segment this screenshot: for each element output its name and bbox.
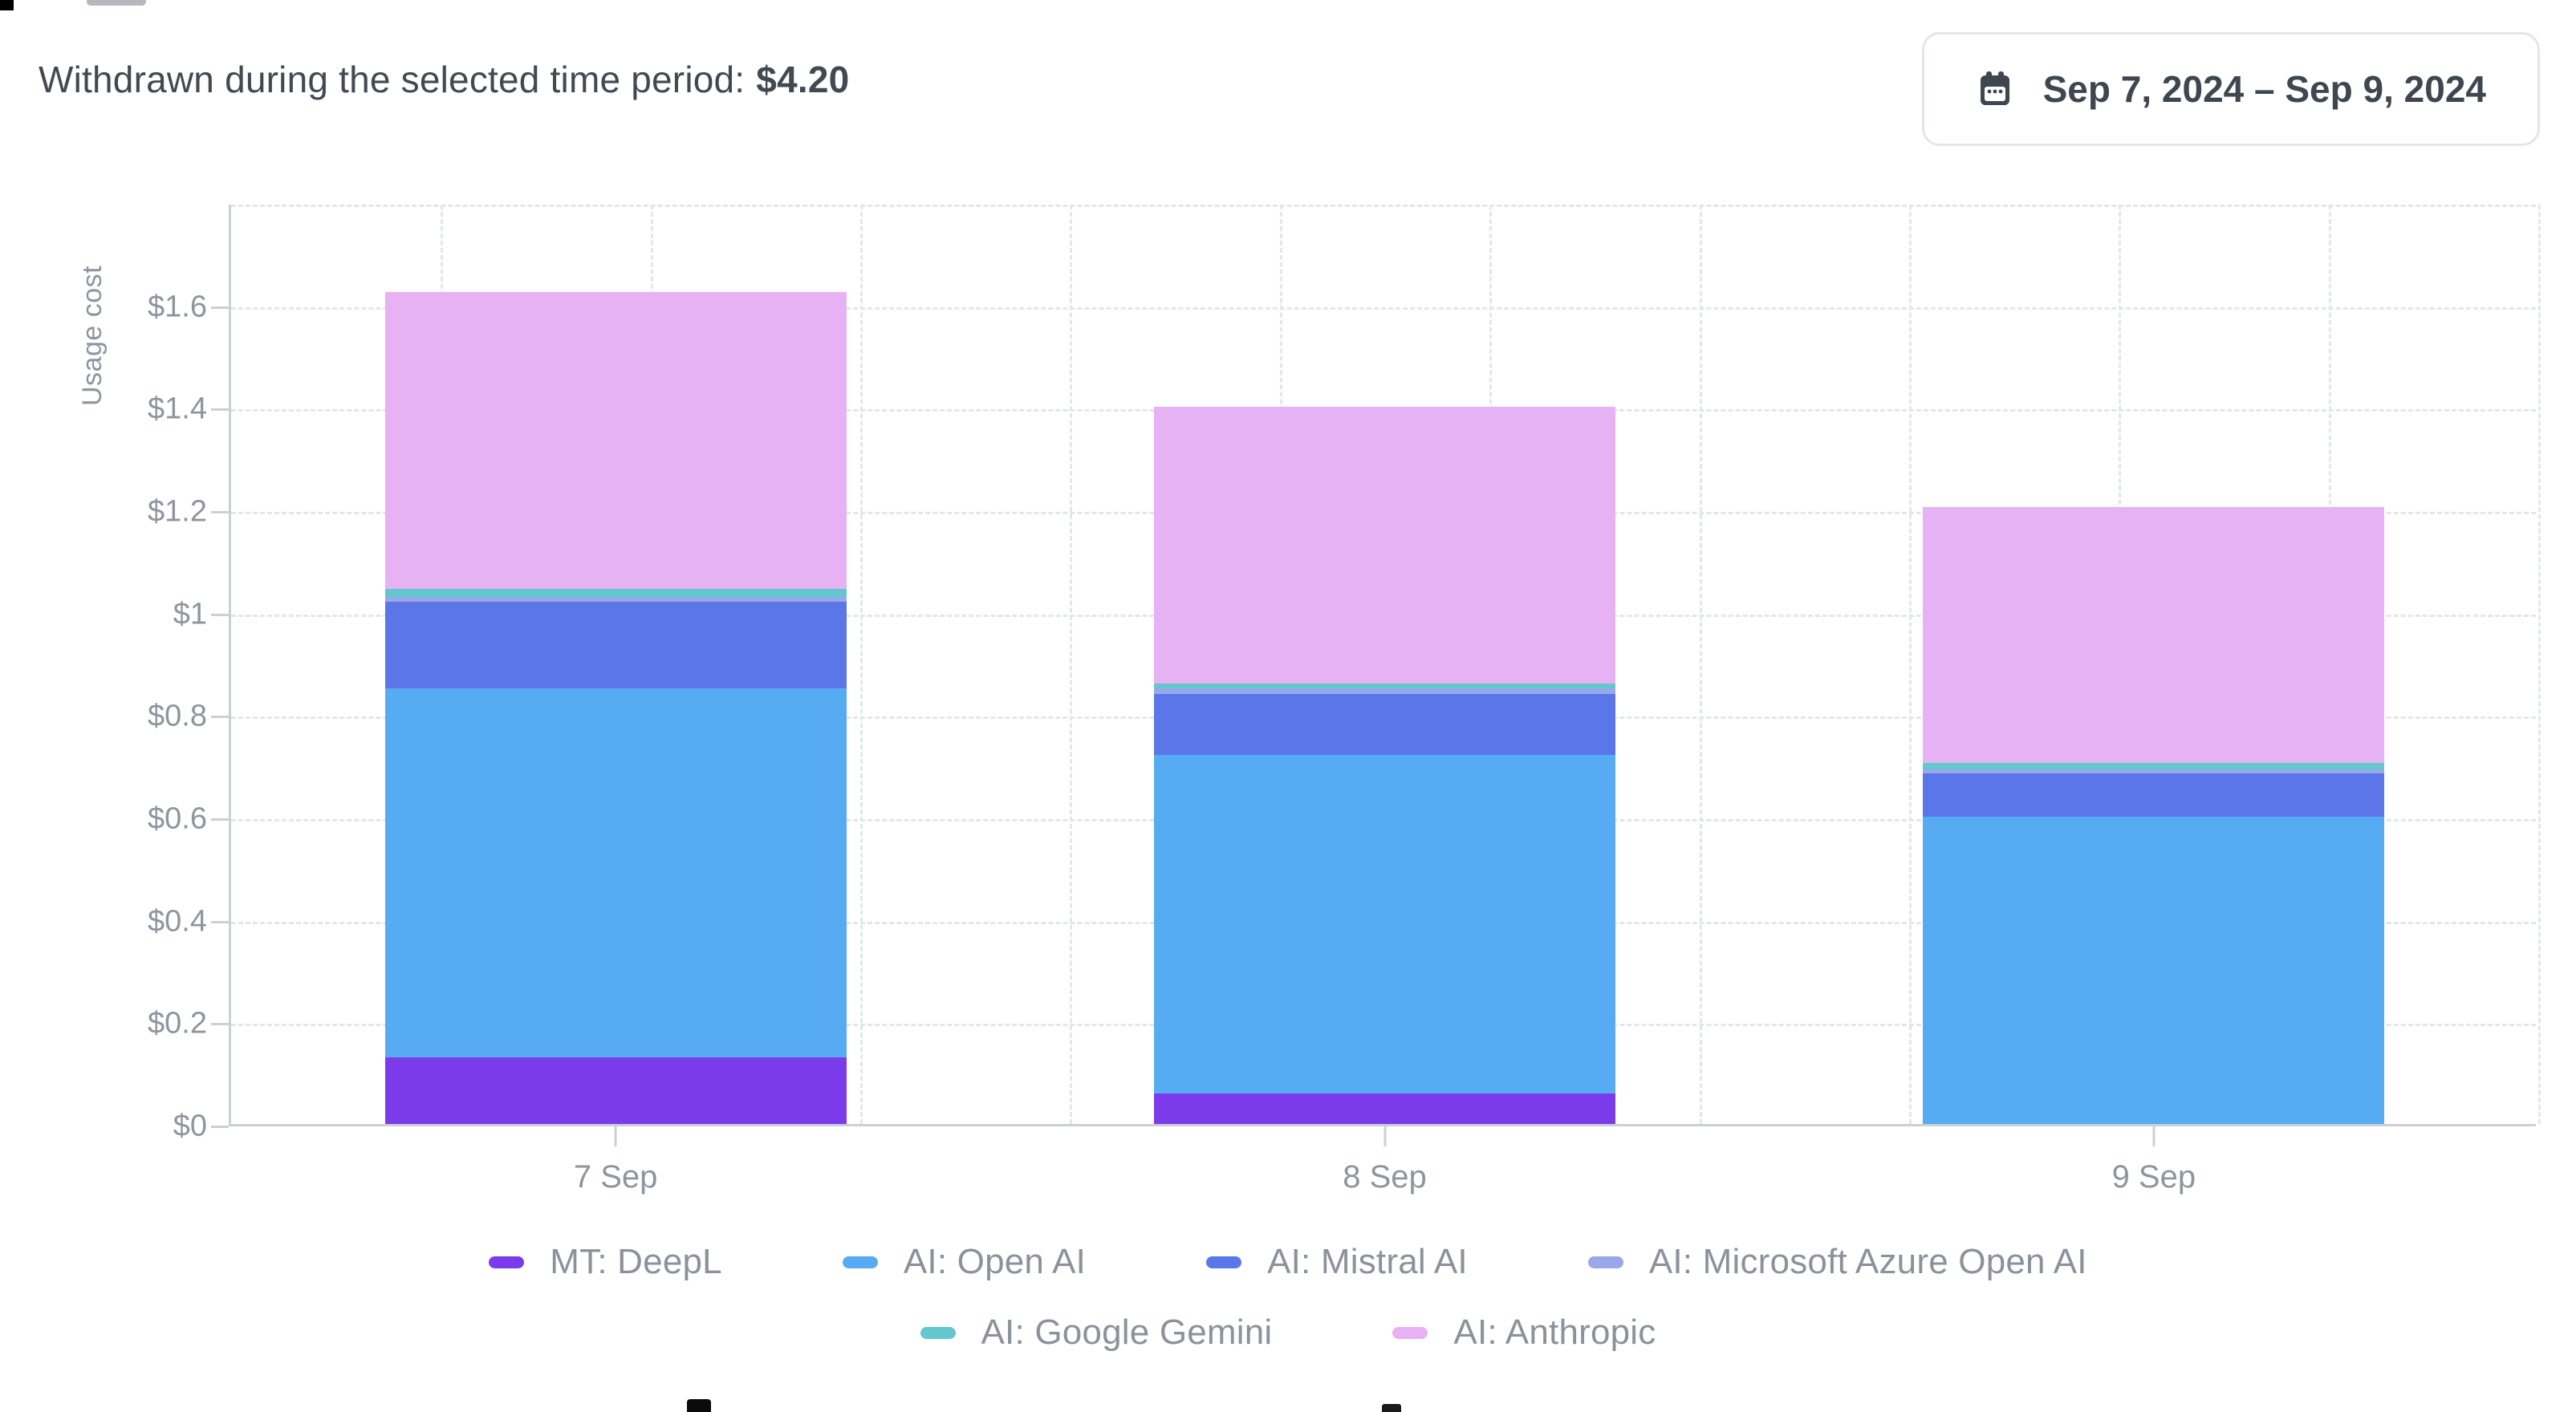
usage-cost-stacked-bar-chart: Usage cost $0 $0.2 $0.4 $0.6 $0.8 $1 $1.2 $1.4 $… [77, 205, 2541, 1195]
x-axis-tick-mark [614, 1124, 617, 1146]
bar-segment-mt-deepl[interactable] [384, 1057, 847, 1124]
y-axis-tick-label: $1.2 [148, 494, 207, 529]
y-axis-tick-label: $1 [173, 597, 207, 631]
bar-segment-ai-mistral-ai[interactable] [384, 601, 847, 689]
bar-segment-ai-anthropic[interactable] [384, 291, 847, 589]
legend-swatch-icon [842, 1256, 878, 1268]
header: Withdrawn during the selected time perio… [39, 32, 2540, 146]
gridline-vertical [2538, 205, 2541, 1124]
gridline-vertical [1699, 205, 1702, 1124]
x-axis-tick-mark [1383, 1124, 1386, 1146]
y-axis-tick-mark [211, 306, 229, 309]
plot-area: $0 $0.2 $0.4 $0.6 $0.8 $1 $1.2 $1.4 $1.6 7 Sep 8 S… [148, 205, 2541, 1195]
legend-item-mt-deepl[interactable]: MT: DeepL [489, 1242, 722, 1282]
y-axis-tick-mark [211, 613, 229, 616]
y-axis-tick-label: $0.6 [148, 801, 207, 836]
legend-label: AI: Anthropic [1453, 1313, 1656, 1352]
legend-swatch-icon [920, 1326, 956, 1339]
legend-label: AI: Microsoft Azure Open AI [1648, 1242, 2087, 1281]
y-axis-tick-mark [211, 1023, 229, 1026]
y-axis-tick-label: $0.2 [148, 1006, 207, 1041]
screenshot-artifact [1382, 1404, 1401, 1412]
gridline-horizontal [231, 306, 2536, 310]
bar-segment-ai-open-ai[interactable] [1154, 755, 1615, 1093]
legend-row: AI: Google Gemini AI: Anthropic [920, 1313, 1656, 1353]
bar-9-sep [1923, 506, 2385, 1124]
bar-segment-ai-open-ai[interactable] [1923, 817, 2385, 1124]
bar-segment-ai-google-gemini[interactable] [384, 588, 847, 597]
bar-segment-ai-microsoft-azure-open-ai[interactable] [1923, 769, 2385, 773]
y-axis-tick-label: $0.4 [148, 904, 207, 939]
date-range-label: Sep 7, 2024 – Sep 9, 2024 [2042, 68, 2486, 110]
bar-7-sep [384, 291, 847, 1124]
legend-swatch-icon [1392, 1326, 1428, 1339]
legend-item-ai-open-ai[interactable]: AI: Open AI [842, 1242, 1087, 1282]
gridline-horizontal [231, 205, 2536, 207]
date-range-picker-button[interactable]: Sep 7, 2024 – Sep 9, 2024 [1921, 32, 2540, 146]
screenshot-artifact [87, 0, 146, 6]
summary-line: Withdrawn during the selected time perio… [39, 58, 849, 101]
y-axis-tick-label: $1.6 [148, 290, 207, 324]
legend-swatch-icon [489, 1256, 525, 1268]
y-axis-tick-mark [211, 716, 229, 719]
screenshot-artifact [687, 1399, 711, 1412]
gridline-vertical [860, 205, 863, 1124]
legend-swatch-icon [1206, 1256, 1242, 1268]
legend-row: MT: DeepL AI: Open AI AI: Mistral AI AI: Mi… [489, 1242, 2087, 1282]
y-axis-tick-mark [211, 408, 229, 412]
bar-segment-ai-microsoft-azure-open-ai[interactable] [384, 596, 847, 602]
bar-segment-ai-open-ai[interactable] [384, 688, 847, 1058]
bar-segment-ai-mistral-ai[interactable] [1923, 773, 2385, 817]
bar-segment-ai-anthropic[interactable] [1154, 407, 1615, 684]
legend-label: AI: Mistral AI [1267, 1242, 1468, 1281]
bar-segment-ai-google-gemini[interactable] [1923, 763, 2385, 769]
y-axis-tick-label: $1.4 [148, 392, 207, 426]
gridline-vertical [1908, 205, 1912, 1124]
y-axis-tick-label: $0.8 [148, 699, 207, 733]
bar-segment-ai-mistral-ai[interactable] [1154, 693, 1615, 756]
chart-legend: MT: DeepL AI: Open AI AI: Mistral AI AI: Mi… [0, 1242, 2576, 1353]
y-axis-tick-label: $0 [173, 1109, 207, 1143]
x-axis-label-7-sep: 7 Sep [573, 1159, 658, 1195]
summary-amount: $4.20 [756, 59, 850, 100]
bar-8-sep [1154, 407, 1615, 1124]
legend-item-ai-mistral-ai[interactable]: AI: Mistral AI [1206, 1242, 1468, 1282]
bar-segment-mt-deepl[interactable] [1154, 1093, 1615, 1124]
x-axis-tick-mark [2152, 1124, 2155, 1146]
legend-swatch-icon [1587, 1256, 1623, 1268]
gridline-vertical [1070, 205, 1073, 1124]
summary-label: Withdrawn during the selected time perio… [39, 59, 746, 100]
y-axis-tick-mark [211, 511, 229, 513]
bar-segment-ai-anthropic[interactable] [1923, 506, 2385, 763]
legend-item-ai-anthropic[interactable]: AI: Anthropic [1392, 1313, 1656, 1353]
y-axis-tick-mark [211, 1126, 229, 1128]
legend-label: MT: DeepL [550, 1242, 722, 1281]
y-axis-tick-mark [211, 818, 229, 821]
legend-label: AI: Open AI [903, 1242, 1087, 1281]
calendar-icon [1976, 70, 2014, 108]
y-axis-tick-mark [211, 920, 229, 923]
x-axis-label-9-sep: 9 Sep [2111, 1159, 2196, 1195]
legend-item-ai-google-gemini[interactable]: AI: Google Gemini [920, 1313, 1273, 1353]
x-axis-label-8-sep: 8 Sep [1343, 1159, 1427, 1195]
legend-label: AI: Google Gemini [981, 1313, 1273, 1352]
bar-segment-ai-google-gemini[interactable] [1154, 684, 1615, 689]
screenshot-artifact [0, 0, 14, 10]
legend-item-ai-microsoft-azure-open-ai[interactable]: AI: Microsoft Azure Open AI [1587, 1242, 2087, 1282]
bar-segment-ai-microsoft-azure-open-ai[interactable] [1154, 688, 1615, 694]
